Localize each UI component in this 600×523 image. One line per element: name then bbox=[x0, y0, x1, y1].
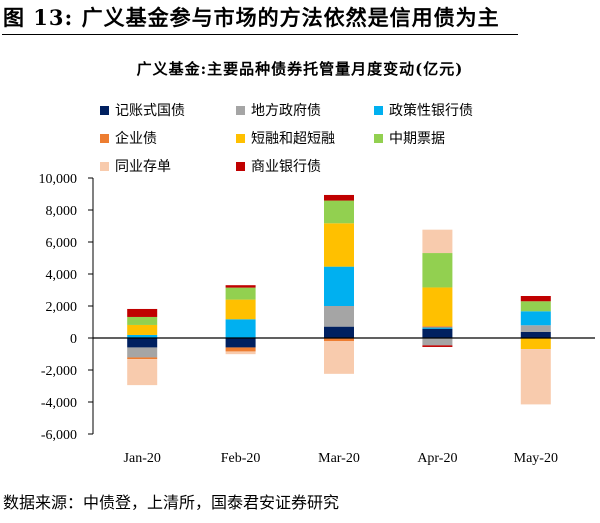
y-tick-label: 10,000 bbox=[39, 172, 78, 187]
x-tick-label: Mar-20 bbox=[318, 451, 360, 466]
bar-segment bbox=[422, 253, 453, 288]
x-tick-label: May-20 bbox=[514, 451, 558, 466]
legend-swatch bbox=[100, 161, 109, 171]
bar-segment bbox=[127, 316, 158, 325]
x-tick-label: Jan-20 bbox=[124, 451, 161, 466]
y-tick-label: 6,000 bbox=[46, 236, 78, 251]
legend-swatch bbox=[236, 105, 245, 115]
figure-title: 图 13: 广义基金参与市场的方法依然是信用债为主 bbox=[3, 5, 500, 30]
legend-label: 商业银行债 bbox=[251, 159, 321, 175]
bar-segment bbox=[127, 347, 158, 358]
y-tick-label: -4,000 bbox=[41, 396, 77, 411]
y-tick-label: -2,000 bbox=[41, 364, 77, 379]
legend: 记账式国债 地方政府债 政策性银行债企业债 短融和超短融 中期票据同业存单 商业银行债 bbox=[100, 100, 530, 176]
y-tick-label: 8,000 bbox=[46, 204, 78, 219]
legend-item: 记账式国债 bbox=[100, 100, 236, 120]
legend-swatch bbox=[100, 133, 109, 143]
legend-label: 同业存单 bbox=[115, 159, 171, 175]
bar-segment bbox=[225, 285, 256, 288]
legend-label: 企业债 bbox=[115, 131, 157, 147]
legend-item: 中期票据 bbox=[374, 128, 524, 148]
bar-segment bbox=[127, 359, 158, 386]
y-tick-label: -6,000 bbox=[41, 428, 77, 443]
bar-segment bbox=[225, 351, 256, 355]
bar-segment bbox=[520, 332, 551, 338]
bar-segment bbox=[324, 200, 354, 224]
legend-label: 政策性银行债 bbox=[389, 103, 473, 119]
bar-segment bbox=[225, 319, 256, 338]
bar-segment bbox=[225, 338, 256, 348]
legend-item: 短融和超短融 bbox=[236, 128, 374, 148]
y-tick-label: 2,000 bbox=[46, 300, 78, 315]
bar-segment bbox=[127, 334, 158, 338]
source-note: 数据来源：中债登，上清所，国泰君安证券研究 bbox=[3, 493, 340, 512]
chart-title: 广义基金:主要品种债券托管量月度变动(亿元) bbox=[136, 60, 464, 78]
bar-segment bbox=[520, 301, 551, 312]
legend-label: 记账式国债 bbox=[115, 103, 185, 119]
bar-segment bbox=[324, 266, 354, 306]
legend-item: 同业存单 bbox=[100, 156, 236, 176]
bar-segment bbox=[422, 326, 453, 328]
bar-segment bbox=[422, 287, 453, 327]
bar-segment bbox=[127, 338, 158, 348]
bar-segment bbox=[324, 194, 354, 201]
legend-item: 地方政府债 bbox=[236, 100, 374, 120]
title-divider bbox=[2, 34, 518, 35]
legend-swatch bbox=[100, 105, 109, 115]
bar-segment bbox=[422, 229, 453, 254]
bar-segment bbox=[324, 306, 354, 327]
bar-segment bbox=[422, 338, 453, 346]
bar-segment bbox=[225, 287, 256, 300]
legend-swatch bbox=[374, 105, 383, 115]
bar-segment bbox=[520, 349, 551, 405]
bar-segment bbox=[422, 345, 453, 347]
legend-item: 政策性银行债 bbox=[374, 100, 524, 120]
bar-segment bbox=[324, 341, 354, 374]
bar-segment bbox=[127, 357, 158, 360]
bar-segment bbox=[520, 311, 551, 326]
legend-label: 地方政府债 bbox=[251, 103, 321, 119]
bar-segment bbox=[422, 328, 453, 338]
legend-item: 企业债 bbox=[100, 128, 236, 148]
legend-swatch bbox=[236, 133, 245, 143]
bar-segment bbox=[520, 325, 551, 332]
y-tick-label: 0 bbox=[70, 332, 77, 347]
y-tick-label: 4,000 bbox=[46, 268, 78, 283]
bar-segment bbox=[225, 347, 256, 352]
bar-segment bbox=[422, 327, 453, 329]
bar-segment bbox=[127, 324, 158, 335]
x-tick-label: Apr-20 bbox=[417, 451, 457, 466]
legend-item: 商业银行债 bbox=[236, 156, 374, 176]
x-tick-label: Feb-20 bbox=[221, 451, 261, 466]
bar-segment bbox=[324, 326, 354, 338]
bar-segment bbox=[324, 338, 354, 342]
bar-segment bbox=[225, 299, 256, 320]
bar-segment bbox=[520, 296, 551, 302]
legend-label: 中期票据 bbox=[389, 131, 445, 147]
legend-swatch bbox=[374, 133, 383, 143]
legend-swatch bbox=[236, 161, 245, 171]
chart-plot: -6,000 -4,000 -2,000 0 2,000 4,000 6,000 8,000 1… bbox=[39, 172, 595, 466]
bar-segment bbox=[127, 308, 158, 317]
bar-segment bbox=[520, 338, 551, 350]
legend-label: 短融和超短融 bbox=[251, 131, 335, 147]
bar-segment bbox=[324, 223, 354, 267]
